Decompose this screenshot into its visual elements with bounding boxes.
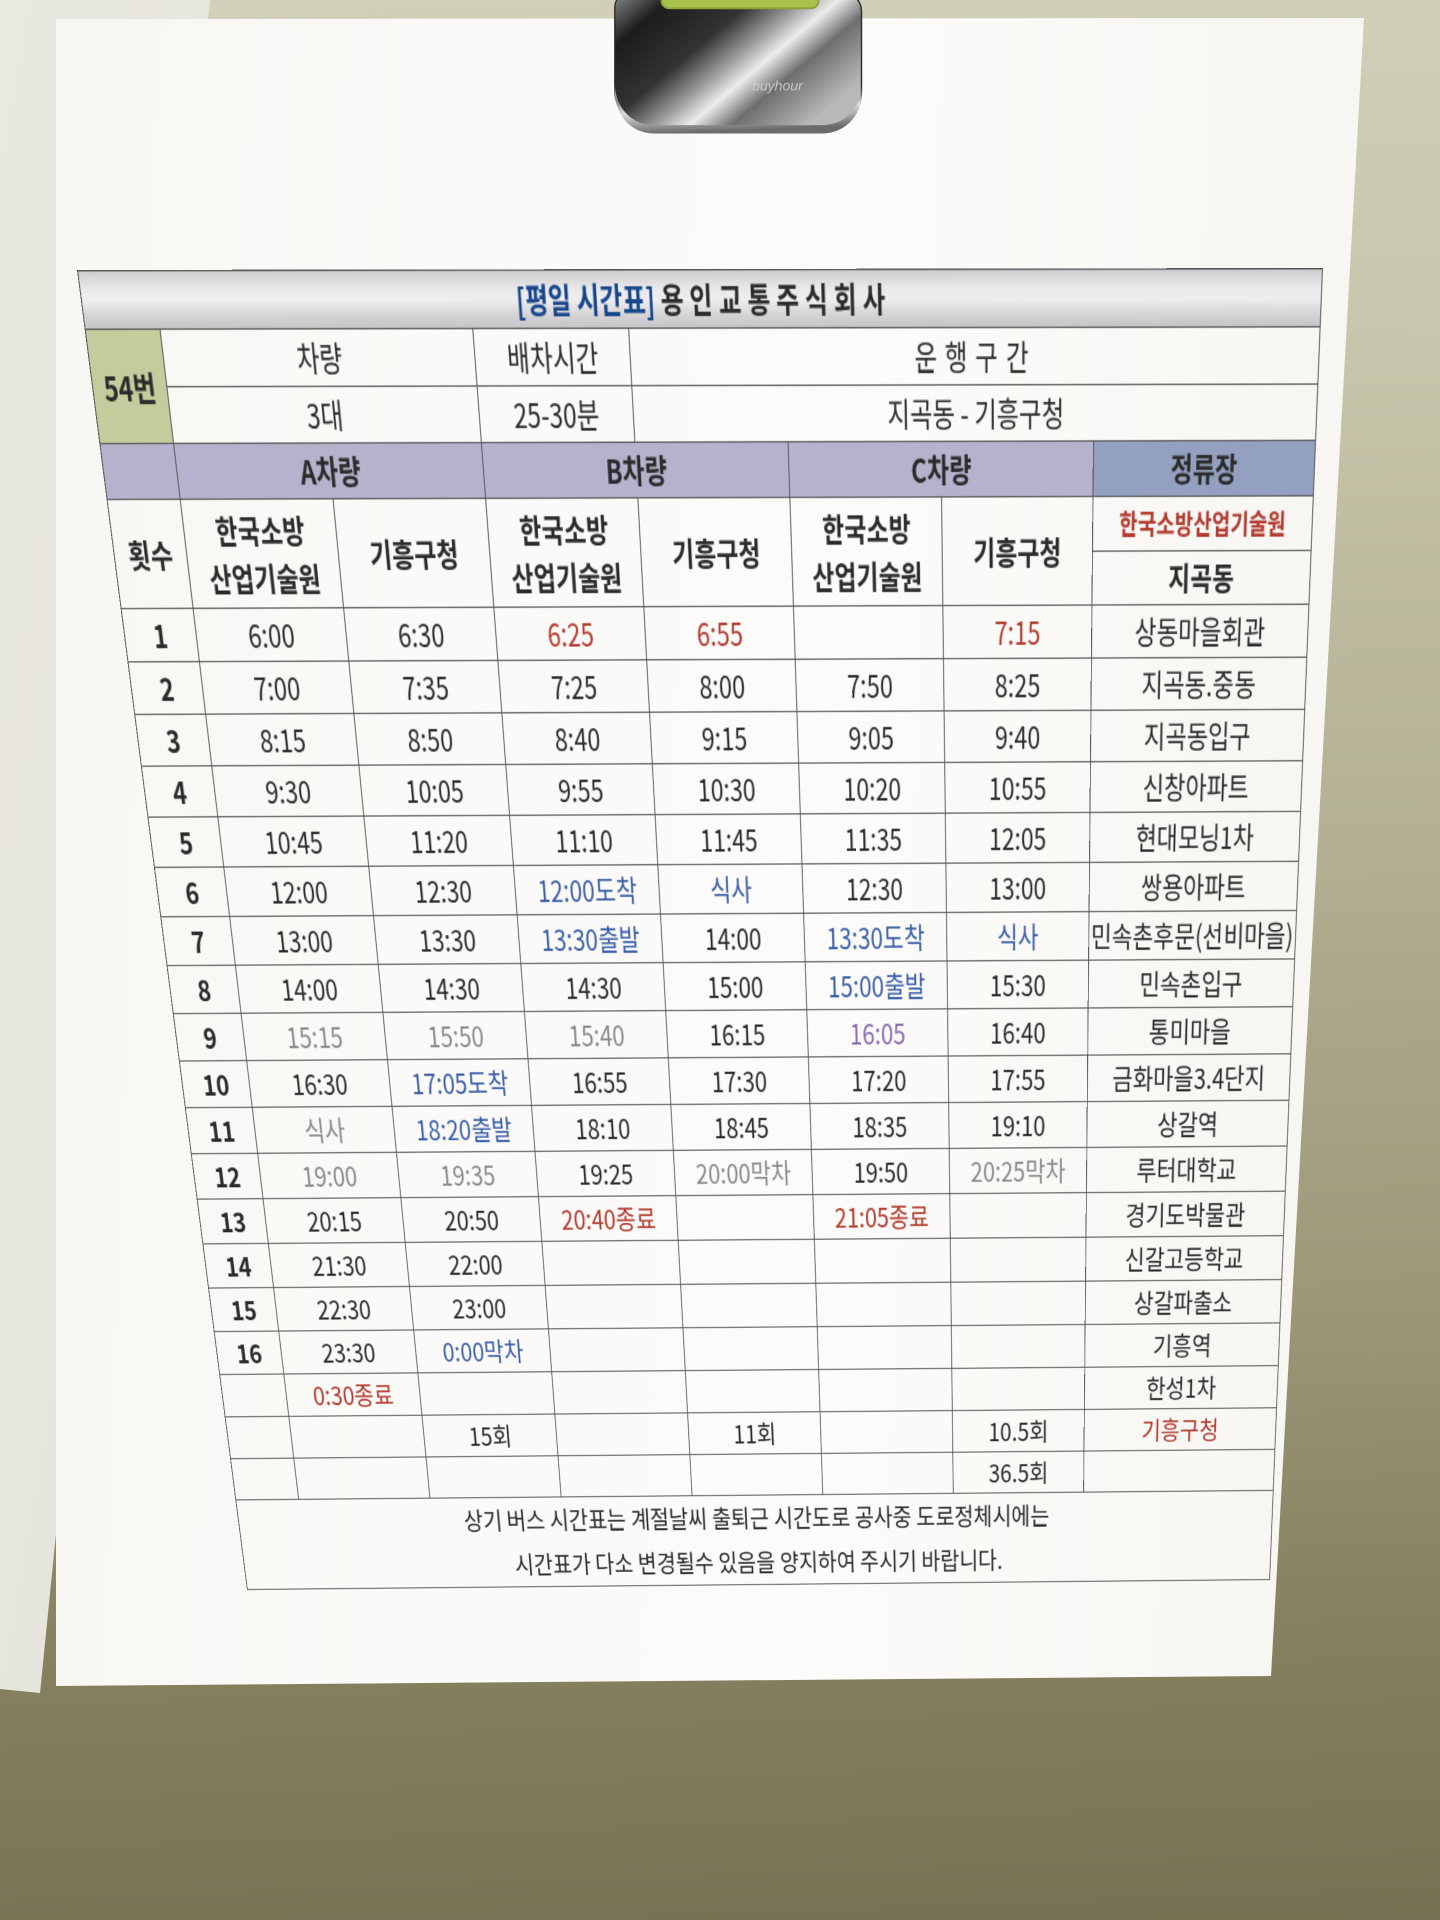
svg-text:buyhour: buyhour — [752, 78, 804, 94]
